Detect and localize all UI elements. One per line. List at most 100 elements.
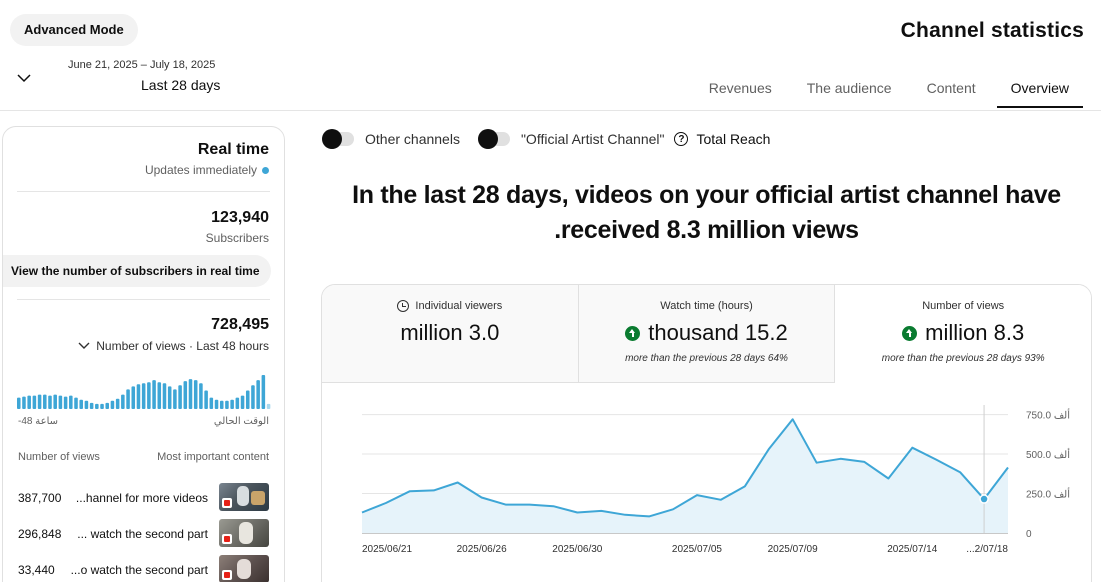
live-dot-icon	[262, 166, 269, 174]
sparkline-bar	[230, 399, 234, 409]
video-thumbnail	[219, 483, 269, 511]
views-period-dropdown[interactable]: Number of views · Last 48 hours	[78, 339, 269, 353]
sparkline-bar	[69, 395, 73, 409]
realtime-card: Real time Updates immediately 123,940 Su…	[2, 126, 285, 582]
metric-card-views[interactable]: Number of views million 8.3 more than th…	[835, 285, 1091, 383]
tab-revenues[interactable]: Revenues	[708, 80, 772, 96]
x-tick-label: 2025/06/30	[552, 544, 602, 555]
sparkline-bar	[178, 385, 182, 409]
sparkline-bar	[266, 403, 271, 409]
sparkline-bar	[48, 395, 52, 409]
realtime-sparkline	[17, 375, 271, 409]
views-chart[interactable]: 0 250.0 ألف 500.0 ألف 750.0 ألف 2025/06/21 20…	[322, 383, 1091, 582]
sparkline-bar	[188, 379, 193, 409]
summary-headline: In the last 28 days, videos on your offi…	[352, 181, 1061, 209]
sparkline-bar	[121, 394, 125, 409]
sparkline-bar	[63, 396, 68, 409]
chevron-down-icon	[78, 342, 90, 349]
tab-overview[interactable]: Overview	[996, 70, 1084, 108]
sparkline-bar	[115, 398, 120, 409]
sparkline-bar	[105, 402, 110, 409]
metric-comparison: more than the previous 28 days 93%	[881, 353, 1045, 364]
list-item[interactable]: 33,440 ...o watch the second part	[3, 555, 284, 582]
metric-label: Watch time (hours)	[579, 300, 835, 312]
toggle-switch[interactable]	[477, 129, 510, 149]
total-reach-help[interactable]: ? Total Reach	[674, 131, 770, 147]
sparkline-bar	[126, 389, 130, 409]
sparkline-bar	[167, 386, 172, 409]
y-tick-label: 250.0 ألف	[1026, 488, 1070, 501]
table-header-views: Number of views	[18, 451, 100, 463]
subscribers-label: Subscribers	[205, 231, 269, 245]
sparkline-bar	[27, 395, 31, 409]
header-divider	[0, 110, 1101, 111]
chevron-down-icon[interactable]	[16, 71, 32, 85]
summary-headline-line2: .received 8.3 million views	[554, 216, 859, 244]
advanced-mode-button[interactable]: Advanced Mode	[10, 14, 138, 46]
sparkline-bar	[261, 375, 266, 409]
metric-label: Number of views	[835, 300, 1091, 312]
sparkline-bar	[32, 395, 37, 409]
content-views: 33,440	[18, 563, 55, 577]
official-artist-toggle[interactable]: "Official Artist Channel"	[477, 129, 665, 149]
sparkline-bar	[147, 382, 151, 409]
list-item[interactable]: 387,700 ...hannel for more videos	[3, 483, 284, 511]
tab-audience[interactable]: The audience	[806, 80, 892, 96]
y-tick-label: 500.0 ألف	[1026, 448, 1070, 461]
sparkline-end-label: الوقت الحالي	[213, 416, 269, 427]
sparkline-bar	[37, 394, 42, 409]
video-thumbnail	[219, 555, 269, 582]
sparkline-bar	[79, 399, 83, 409]
sparkline-bar	[43, 394, 47, 409]
sparkline-bar	[256, 380, 260, 409]
sparkline-bar	[84, 400, 89, 409]
metric-value-text: thousand 15.2	[648, 320, 788, 345]
x-tick-label: 2025/07/14	[887, 544, 937, 555]
metric-label-text: Individual viewers	[415, 300, 503, 312]
realtime-subscribers-button[interactable]: View the number of subscribers in real t…	[3, 255, 271, 287]
sparkline-bar	[219, 400, 224, 409]
total-reach-label: Total Reach	[696, 131, 771, 147]
other-channels-toggle[interactable]: Other channels	[322, 129, 460, 149]
toggle-label: "Official Artist Channel"	[520, 131, 665, 147]
realtime-title: Real time	[197, 141, 269, 158]
sparkline-bar	[100, 403, 104, 409]
sparkline-bar	[110, 400, 115, 409]
sparkline-bar	[209, 397, 214, 409]
shorts-icon	[222, 570, 232, 580]
date-period-label[interactable]: Last 28 days	[141, 77, 221, 93]
stats-panel: Individual viewers million 3.0 Watch tim…	[321, 284, 1092, 582]
sparkline-bar	[141, 383, 146, 409]
sparkline-bar	[131, 386, 136, 409]
sparkline-bar	[58, 395, 63, 409]
toggle-switch[interactable]	[322, 129, 354, 149]
x-tick-label: 2025/06/26	[457, 544, 507, 555]
content-title: ... watch the second part	[77, 527, 208, 541]
views-period-label: Number of views · Last 48 hours	[96, 339, 269, 353]
toggle-label: Other channels	[365, 131, 460, 147]
sparkline-bar	[183, 381, 188, 409]
subscribers-count: 123,940	[211, 209, 269, 226]
x-tick-label: 2025/07/05	[672, 544, 722, 555]
metric-value: million 8.3	[835, 320, 1091, 346]
content-title: ...hannel for more videos	[75, 491, 208, 505]
sparkline-bar	[251, 385, 255, 409]
sparkline-bar	[245, 390, 250, 409]
metric-card-watch-time[interactable]: Watch time (hours) thousand 15.2 more th…	[578, 285, 836, 383]
list-item[interactable]: 296,848 ... watch the second part	[3, 519, 284, 547]
sparkline-bar	[214, 399, 219, 409]
tab-content[interactable]: Content	[926, 80, 976, 96]
sparkline-bar	[173, 389, 177, 409]
page-title: Channel statistics	[900, 19, 1084, 42]
sparkline-bar	[162, 383, 167, 409]
date-range[interactable]: June 21, 2025 – July 18, 2025	[68, 59, 216, 71]
views-line	[361, 418, 1009, 518]
table-header-content: Most important content	[157, 451, 269, 463]
help-icon[interactable]: ?	[674, 132, 689, 146]
data-point	[979, 494, 989, 504]
sparkline-bar	[95, 403, 99, 409]
sparkline-bar	[17, 397, 21, 409]
clock-icon	[397, 300, 410, 312]
sparkline-bar	[157, 382, 162, 409]
metric-card-viewers[interactable]: Individual viewers million 3.0	[322, 285, 579, 383]
